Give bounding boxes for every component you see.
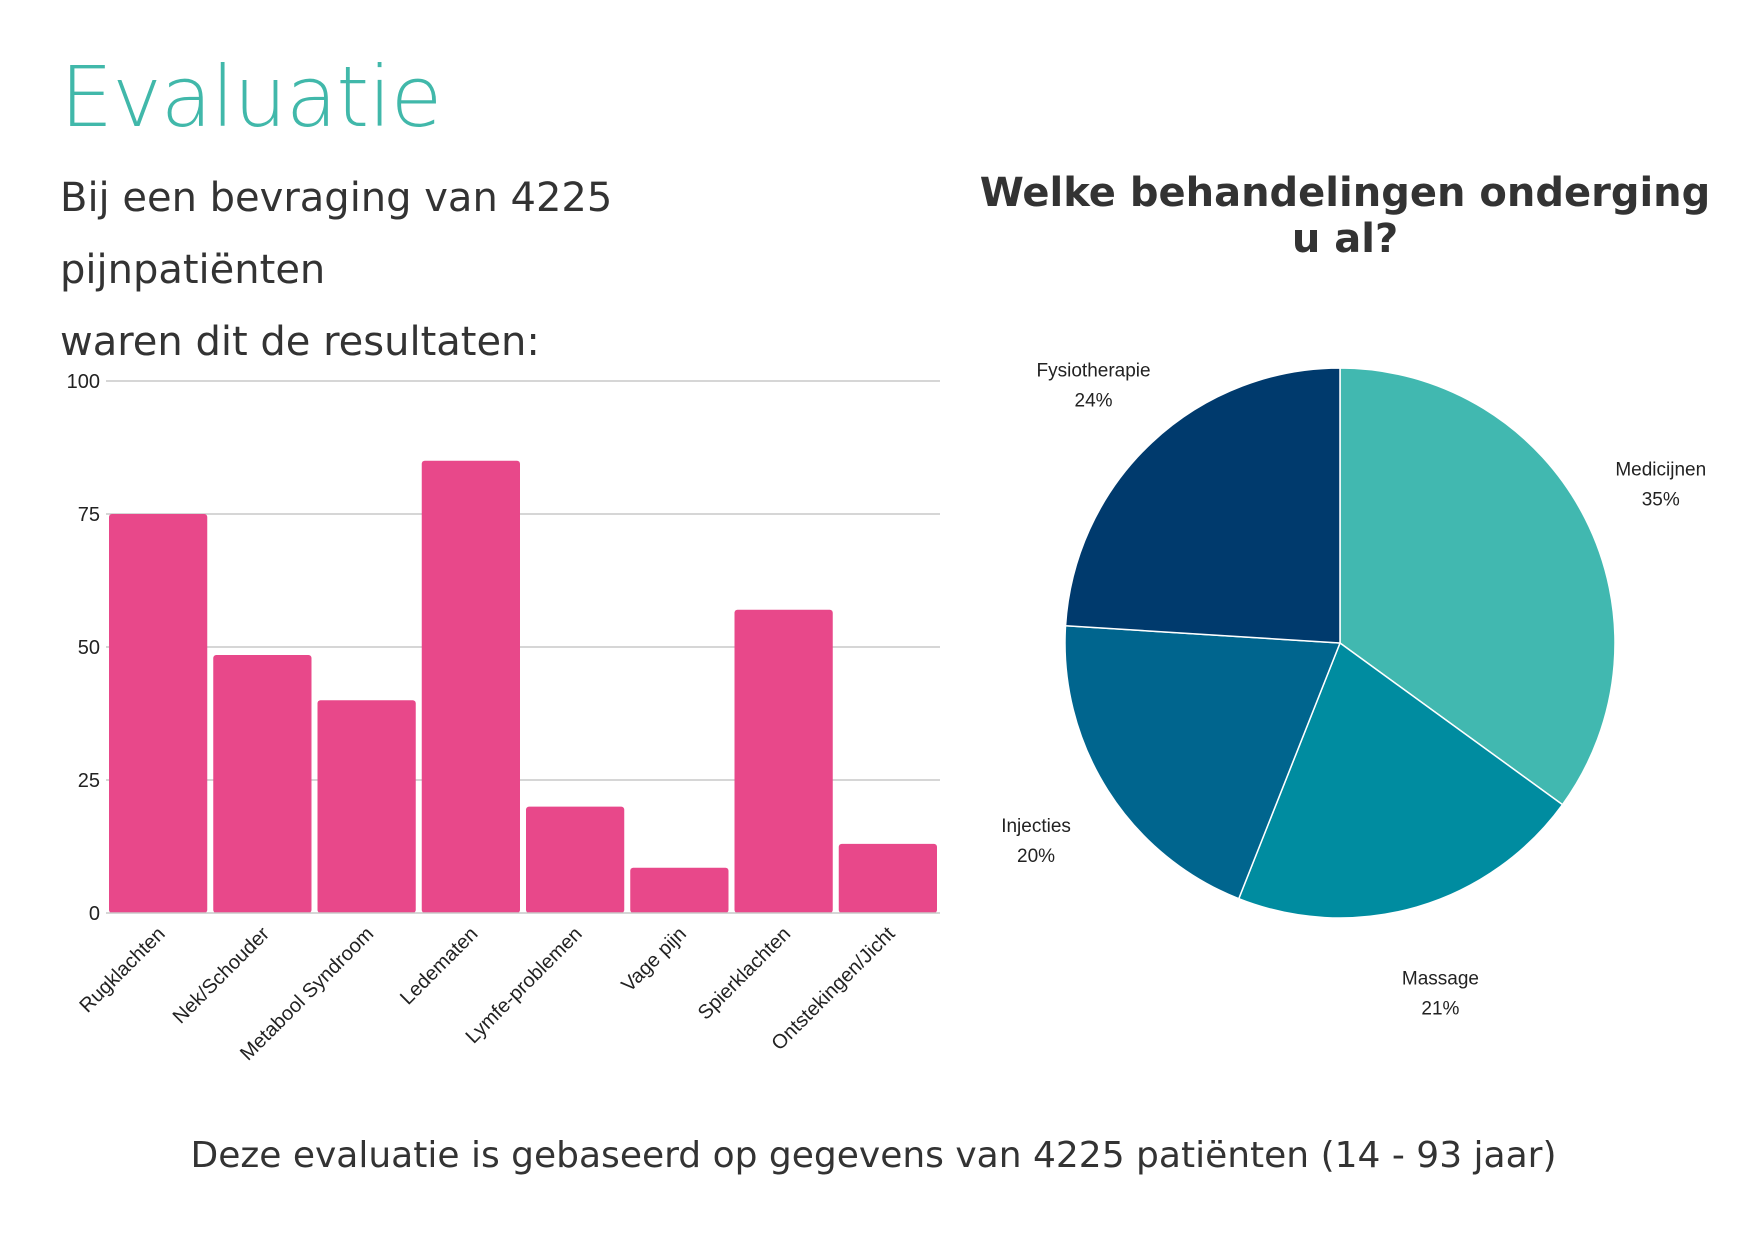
pie-slice-label: Medicijnen [1615,460,1706,481]
y-tick-label: 50 [78,637,100,659]
pie-slice-percent: 21% [1421,999,1459,1020]
pie-chart: Medicijnen 35% Massage 21% Injecties 20% Fysio… [1001,361,1706,1020]
bar [213,654,312,913]
x-tick-label: Vage pijn [617,923,690,996]
pie-slice-label: Injecties [1001,816,1071,837]
pie-slice-label: Fysiotherapie [1037,361,1151,382]
bar [109,514,208,913]
x-tick-label: Spierklachten [694,923,795,1024]
bar [526,806,625,913]
page-title: Evaluatie [60,48,442,146]
pie-slice [1237,641,1564,919]
y-tick-label: 100 [67,371,100,393]
pie-slice [1339,367,1616,806]
x-tick-label: Rugklachten [75,923,169,1017]
y-tick-label: 25 [78,770,100,792]
intro-text: Bij een bevraging van 4225 pijnpatiënten… [60,162,880,378]
x-tick-label: Nek/Schouder [169,923,274,1028]
y-tick-label: 75 [78,504,100,526]
bar [630,867,729,913]
pie-slice [1064,624,1342,900]
intro-line-2: waren dit de resultaten: [60,319,540,365]
bar [421,460,520,913]
x-tick-label: Lymfe-problemen [462,923,587,1048]
bar [838,843,937,913]
pie-slice-percent: 35% [1642,490,1680,511]
x-tick-label: Ledematen [396,923,482,1009]
footer-note: Deze evaluatie is gebaseerd op gegevens … [190,1135,1557,1176]
bar [734,609,833,913]
bar [317,700,416,913]
pie-slice [1064,367,1341,644]
pie-slice-percent: 24% [1075,391,1113,412]
pie-slice-percent: 20% [1017,846,1055,867]
pie-chart-title: Welke behandelingen onderging u al? [979,170,1711,262]
pie-slice-label: Massage [1402,969,1479,990]
y-tick-label: 0 [89,903,100,925]
intro-line-1: Bij een bevraging van 4225 pijnpatiënten [60,175,613,293]
